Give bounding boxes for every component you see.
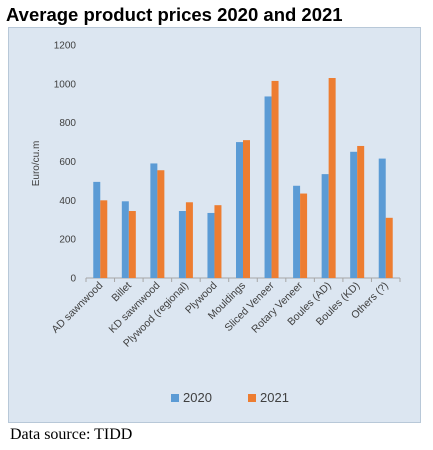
bar-2021-5: [243, 140, 250, 278]
bar-2021-2: [157, 170, 165, 278]
legend: 2020 2021: [171, 390, 289, 405]
bar-2021-4: [214, 205, 222, 278]
y-tick-label: 600: [59, 157, 76, 168]
bar-2021-8: [328, 78, 336, 278]
bar-2020-4: [207, 212, 215, 278]
x-category-label: AD sawnwood: [49, 280, 105, 336]
y-tick-label: 400: [59, 196, 76, 207]
y-tick-label: 1200: [54, 41, 77, 52]
y-tick-label: 1000: [54, 79, 77, 90]
bar-2020-3: [178, 211, 186, 278]
x-category-label: Billet: [109, 280, 134, 305]
y-tick-label: 800: [59, 118, 76, 129]
bar-2020-6: [264, 96, 272, 279]
legend-label-2021: 2021: [260, 390, 289, 405]
bar-2020-1: [121, 201, 129, 278]
bar-2020-8: [321, 174, 329, 278]
bar-2020-9: [350, 151, 358, 278]
bar-2020-5: [236, 142, 243, 278]
bar-2021-6: [271, 80, 279, 278]
bar-2020-2: [150, 163, 158, 278]
bar-layer: [93, 78, 393, 279]
y-axis-title: Euro/cu.m: [31, 141, 42, 187]
data-source-note: Data source: TIDD: [10, 426, 133, 443]
y-tick-label: 0: [70, 274, 76, 285]
bar-2020-0: [93, 181, 101, 278]
bar-2021-9: [357, 145, 365, 278]
bar-2021-10: [385, 217, 393, 278]
y-tick-label: 200: [59, 235, 76, 246]
bar-2021-7: [300, 193, 308, 278]
legend-swatch-2021: [248, 394, 256, 402]
bar-2021-3: [185, 202, 193, 278]
bar-2021-1: [128, 211, 136, 278]
legend-swatch-2020: [171, 394, 179, 402]
page-title: Average product prices 2020 and 2021: [6, 4, 343, 25]
bar-2021-0: [100, 200, 108, 278]
bar-2020-7: [293, 185, 301, 278]
legend-label-2020: 2020: [183, 390, 212, 405]
bar-2020-10: [378, 158, 386, 278]
